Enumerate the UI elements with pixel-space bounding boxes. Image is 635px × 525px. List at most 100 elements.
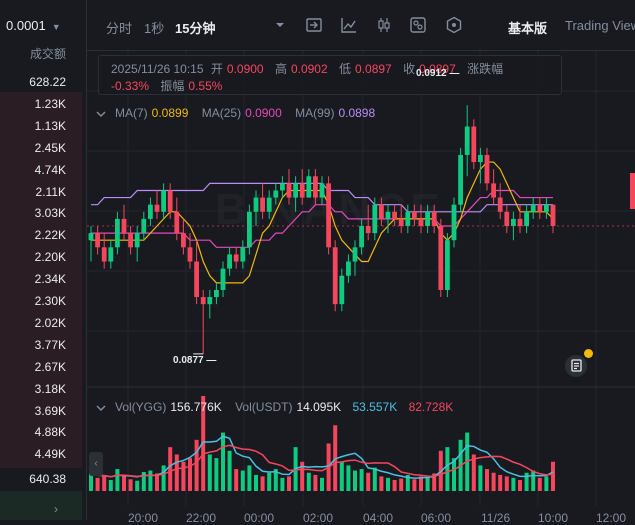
volume-bar xyxy=(452,458,456,491)
volume-bar xyxy=(425,477,430,491)
x-tick-label: 10:00 xyxy=(538,511,569,525)
ask-row[interactable]: 4.49K xyxy=(34,447,66,462)
x-tick-label: 02:00 xyxy=(303,511,334,525)
volume-bar xyxy=(141,472,146,491)
volume-bar xyxy=(419,476,423,491)
scroll-left-button[interactable]: ‹ xyxy=(89,452,103,476)
interval-1s[interactable]: 1秒 xyxy=(144,21,165,36)
volume-legend: Vol(YGG) 156.776K Vol(USDT) 14.095K 53.557… xyxy=(105,400,457,414)
candlestick-chart[interactable] xyxy=(87,51,635,520)
candle-body xyxy=(273,190,279,198)
line-chart-icon[interactable] xyxy=(340,16,358,34)
precision-select[interactable]: 0.0001 ▼ xyxy=(6,18,61,33)
volume-bar xyxy=(135,480,140,491)
last-price-tag xyxy=(630,173,635,209)
volume-bar xyxy=(221,432,225,491)
candle-body xyxy=(544,204,549,212)
turnover-column-header: 成交额 xyxy=(29,47,66,61)
collapse-ma-icon[interactable] xyxy=(96,109,106,119)
candle-body xyxy=(359,226,364,248)
candle-body xyxy=(517,218,523,226)
indicator-template-icon[interactable] xyxy=(305,16,323,34)
candle-body xyxy=(530,204,536,212)
candle-body xyxy=(524,211,529,226)
volume-bar xyxy=(260,476,265,491)
candle-body xyxy=(504,211,510,226)
ask-row[interactable]: 2.11K xyxy=(35,184,66,199)
ask-row[interactable]: 2.34K xyxy=(34,272,66,287)
hexagon-settings-icon[interactable] xyxy=(445,16,463,34)
chart-toolbar: 分时 1秒 15分钟 基本版 Trading View xyxy=(87,0,635,51)
volume-bar xyxy=(148,470,153,491)
candle-body xyxy=(418,218,424,226)
candle-body xyxy=(431,211,437,226)
ask-row[interactable]: 1.23K xyxy=(34,96,66,111)
ask-row[interactable]: 3.18K xyxy=(34,381,66,396)
volume-bar xyxy=(306,472,311,491)
bid-top-row[interactable]: 640.38 xyxy=(29,472,66,486)
candle-body xyxy=(154,204,160,212)
volume-bar xyxy=(287,476,291,491)
candle-body xyxy=(491,183,496,198)
ask-row[interactable]: 3.69K xyxy=(34,403,66,418)
notes-button[interactable] xyxy=(565,355,587,377)
volume-bar xyxy=(267,472,272,491)
ask-row[interactable]: 4.88K xyxy=(34,425,66,440)
volume-bar xyxy=(445,447,450,491)
candle-body xyxy=(458,154,463,205)
ask-row[interactable]: 2.30K xyxy=(34,294,66,308)
ask-row[interactable]: 2.20K xyxy=(34,250,66,265)
low-value: 0.0897 xyxy=(355,62,392,76)
low-marker-value: 0.0877 xyxy=(173,355,204,366)
ask-row[interactable]: 628.22 xyxy=(29,75,66,89)
volume-bar xyxy=(313,474,318,491)
ask-row[interactable]: 3.77K xyxy=(34,337,66,352)
interval-15m[interactable]: 15分钟 xyxy=(175,21,216,36)
change-label: 涨跌幅 xyxy=(467,62,504,76)
volume-bar xyxy=(511,477,516,491)
candle-body xyxy=(174,211,180,234)
candle-style-icon[interactable] xyxy=(375,16,393,34)
candle-body xyxy=(346,261,351,276)
ask-row[interactable]: 2.67K xyxy=(34,359,66,374)
candle-body xyxy=(95,233,100,248)
volume-bar xyxy=(471,454,476,491)
volume-bar xyxy=(168,447,173,491)
volume-bar xyxy=(240,470,245,491)
ask-row[interactable]: 4.74K xyxy=(34,162,66,177)
chevron-right-icon[interactable]: › xyxy=(54,502,58,516)
candle-body xyxy=(233,254,239,262)
settings-toggle-icon[interactable] xyxy=(409,16,427,34)
bids-depth-background xyxy=(0,491,82,520)
interval-timeline[interactable]: 分时 xyxy=(106,21,133,36)
candle-body xyxy=(352,247,358,262)
candle-body xyxy=(161,190,166,212)
ask-row[interactable]: 2.45K xyxy=(34,140,66,155)
x-tick-label: 22:00 xyxy=(186,511,217,525)
candle-body xyxy=(425,211,430,226)
volume-bar xyxy=(194,439,199,491)
chevron-down-icon[interactable] xyxy=(271,16,289,34)
candle-body xyxy=(299,183,305,198)
volume-bar xyxy=(524,472,529,491)
view-basic-tab[interactable]: 基本版 xyxy=(508,21,548,36)
volume-bar xyxy=(346,465,351,491)
candle-body xyxy=(365,226,371,234)
chevron-left-icon: ‹ xyxy=(94,458,98,469)
open-value: 0.0900 xyxy=(226,62,264,76)
volume-bar xyxy=(353,470,357,491)
ask-row[interactable]: 2.02K xyxy=(34,315,66,330)
volume-bar xyxy=(504,476,509,491)
view-tradingview-tab[interactable]: Trading View xyxy=(565,18,635,33)
x-tick-label: 20:00 xyxy=(128,511,159,525)
collapse-volume-icon[interactable] xyxy=(96,403,106,413)
ask-row[interactable]: 1.13K xyxy=(34,118,66,133)
high-marker-value: 0.0912 xyxy=(416,68,447,79)
volume-bar xyxy=(531,470,536,491)
ask-row[interactable]: 3.03K xyxy=(34,206,66,221)
ask-row[interactable]: 2.22K xyxy=(34,228,66,243)
candle-body xyxy=(108,247,114,262)
candle-body xyxy=(148,204,153,219)
volume-bar xyxy=(379,476,384,491)
candle-body xyxy=(412,211,417,219)
